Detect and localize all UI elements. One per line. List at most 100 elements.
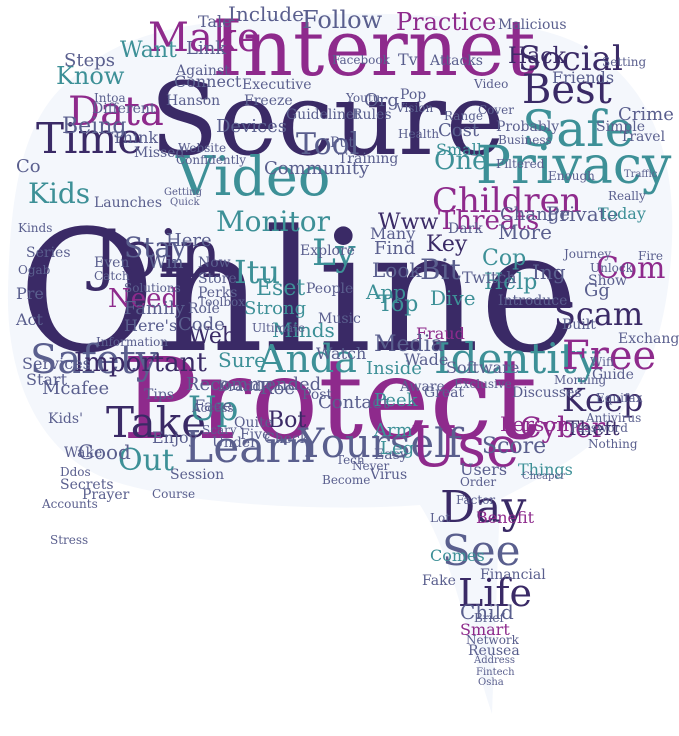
cloud-word: Youtu xyxy=(346,91,381,105)
cloud-word: Put xyxy=(330,135,355,151)
cloud-word: Things xyxy=(518,460,573,479)
cloud-word: Order xyxy=(460,475,497,489)
cloud-word: Scary xyxy=(202,423,237,437)
cloud-word: Software xyxy=(446,358,520,377)
cloud-word: Dark xyxy=(448,221,483,237)
cloud-word: Out xyxy=(118,443,174,478)
cloud-word: Social xyxy=(518,39,623,79)
cloud-word: Getting xyxy=(164,187,202,198)
cloud-word: Secrets xyxy=(60,477,114,493)
cloud-word: Use xyxy=(410,415,520,480)
cloud-word: Setting xyxy=(602,55,647,69)
cloud-word: Want xyxy=(120,38,177,63)
cloud-word: Missed xyxy=(134,145,185,161)
cloud-word: Top xyxy=(378,292,419,317)
cloud-word: Solutions xyxy=(124,281,181,295)
cloud-word: Tech xyxy=(336,453,365,467)
cloud-word: Peek xyxy=(374,390,418,411)
cloud-word: Exclusive xyxy=(454,377,512,391)
cloud-word: Practice xyxy=(396,8,497,36)
cloud-word: Change xyxy=(500,204,570,225)
cloud-word: Recommended xyxy=(186,374,322,395)
cloud-word: Secure xyxy=(150,61,506,178)
cloud-word: Attacks xyxy=(430,53,483,69)
cloud-word: Protect xyxy=(122,335,538,465)
cloud-word: Brand xyxy=(218,379,262,395)
cloud-word: Business xyxy=(498,133,552,147)
cloud-word: Win xyxy=(148,252,184,273)
cloud-word: Great xyxy=(424,385,465,401)
cloud-word: Think xyxy=(112,128,159,147)
cloud-word: Show xyxy=(588,273,628,289)
cloud-word: Person xyxy=(500,412,570,436)
cloud-word: Probably xyxy=(496,119,560,135)
cloud-word: Learn xyxy=(184,422,315,473)
cloud-word: Gg xyxy=(584,280,610,301)
cloud-word: Look xyxy=(372,258,422,282)
cloud-word: Scam xyxy=(554,295,644,333)
cloud-word: Check xyxy=(264,431,309,447)
cloud-word: Introduce xyxy=(498,293,568,309)
cloud-word: Five xyxy=(240,427,271,443)
cloud-word: Roe xyxy=(260,378,296,399)
cloud-word: Kinds xyxy=(18,221,53,235)
cloud-word: Here xyxy=(166,230,212,251)
cloud-word: Wake xyxy=(64,445,103,461)
cloud-word: Dive xyxy=(430,286,476,310)
cloud-word: Score xyxy=(482,434,547,459)
cloud-word: Now xyxy=(198,255,231,271)
cloud-word: Ddos xyxy=(60,465,91,479)
cloud-word: Twitch xyxy=(462,268,517,287)
cloud-word: Catch xyxy=(94,269,130,283)
cloud-word: One xyxy=(434,146,488,176)
cloud-word: Code xyxy=(178,314,225,335)
cloud-word: Best xyxy=(522,67,612,113)
cloud-word: Become xyxy=(322,473,371,487)
cloud-word: Org xyxy=(364,90,399,111)
cloud-word: Start xyxy=(26,370,68,389)
cloud-word: Take xyxy=(106,398,207,447)
cloud-word: Kids' xyxy=(48,411,83,427)
cloud-word: Bit xyxy=(420,253,461,286)
cloud-word: Contact xyxy=(318,392,390,413)
cloud-word: Up xyxy=(188,389,239,429)
cloud-word: Internet xyxy=(212,4,536,94)
cloud-word: Guidelinet xyxy=(286,107,360,123)
cloud-word: Discusses xyxy=(512,385,582,401)
cloud-word: Yourself xyxy=(298,421,462,467)
cloud-word: Act xyxy=(16,310,43,329)
cloud-word: Toolbox xyxy=(198,295,246,309)
cloud-word: Small xyxy=(436,140,482,159)
cloud-word: Different xyxy=(92,101,156,117)
cloud-word: Know xyxy=(56,62,125,90)
cloud-word: Co xyxy=(16,156,41,177)
cloud-word: Safety xyxy=(30,337,159,383)
speech-bubble-outline xyxy=(7,13,673,715)
cloud-word: Threats xyxy=(438,206,540,236)
cloud-word: Include xyxy=(228,2,304,26)
cloud-word: Anda xyxy=(258,337,357,381)
cloud-word: Address xyxy=(474,655,515,666)
cloud-word: App xyxy=(366,280,407,304)
cloud-word: Against xyxy=(176,63,230,79)
cloud-word: Smart xyxy=(460,620,510,639)
cloud-word: Wade xyxy=(404,350,449,369)
cloud-word: Nothing xyxy=(588,437,638,451)
cloud-word: Music xyxy=(318,311,361,327)
cloud-word: Pre xyxy=(16,284,44,303)
cloud-word: Fraud xyxy=(416,324,465,343)
cloud-word: Antivirus xyxy=(586,411,642,425)
cloud-word: Media xyxy=(374,332,444,357)
cloud-word: Traffic xyxy=(624,169,658,180)
cloud-word: Private xyxy=(546,202,619,226)
cloud-word: Range xyxy=(444,109,483,123)
cloud-word: Identity xyxy=(434,334,601,383)
cloud-word: Malicious xyxy=(498,17,567,33)
cloud-word: Face xyxy=(194,396,232,415)
cloud-word: Financial xyxy=(480,567,546,583)
cloud-word: Role xyxy=(188,301,220,317)
cloud-word: Unlock xyxy=(590,261,633,275)
cloud-word: Children xyxy=(432,181,582,221)
cloud-word: Www xyxy=(378,210,439,235)
